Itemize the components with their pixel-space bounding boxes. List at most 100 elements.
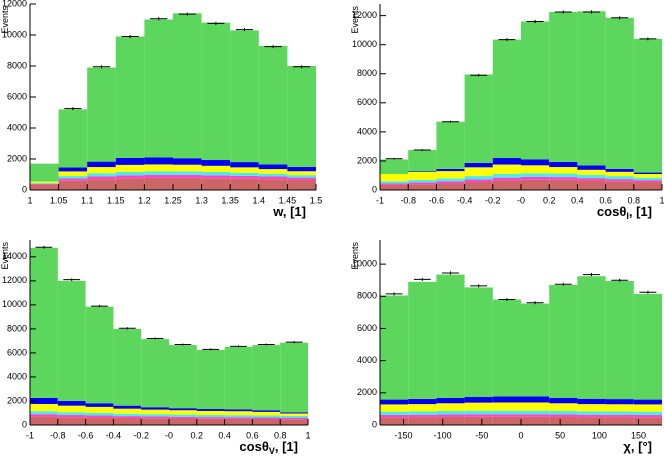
bar-segment bbox=[577, 169, 606, 175]
bar-segment bbox=[201, 172, 231, 176]
bar-segment bbox=[521, 176, 550, 180]
y-tick-label: 0 bbox=[372, 184, 377, 194]
bar-segment bbox=[230, 162, 259, 168]
bar-segment bbox=[436, 178, 465, 182]
bar-segment bbox=[58, 171, 88, 177]
bar-segment bbox=[252, 345, 281, 411]
bar-segment bbox=[196, 417, 225, 419]
bar-segment bbox=[408, 171, 437, 180]
x-axis-title-text: w, [1] bbox=[272, 204, 306, 219]
bar-segment bbox=[201, 175, 231, 179]
bar-segment bbox=[436, 274, 465, 398]
x-tick-label: 1.05 bbox=[50, 195, 68, 205]
bar-segment bbox=[464, 414, 493, 417]
bar-segment bbox=[287, 175, 316, 178]
bar-segment bbox=[224, 411, 253, 416]
bar-segment bbox=[85, 406, 114, 413]
bar-segment bbox=[57, 415, 86, 418]
bar-segment bbox=[436, 416, 465, 425]
x-tick-label: -150 bbox=[394, 430, 412, 440]
bar-segment bbox=[30, 247, 58, 398]
x-tick-label: 50 bbox=[555, 430, 565, 440]
bar-segment bbox=[287, 177, 316, 180]
bar-segment bbox=[380, 399, 409, 405]
bar-segment bbox=[115, 157, 145, 165]
bar-segment bbox=[30, 183, 59, 184]
bar-segment bbox=[85, 306, 114, 404]
bar-segment bbox=[521, 303, 550, 397]
y-tick-label: 10000 bbox=[352, 39, 377, 49]
bar-segment bbox=[58, 180, 88, 190]
bar-segment bbox=[380, 411, 409, 415]
x-axis-title-sub: l bbox=[626, 211, 629, 221]
x-tick-label: 0.4 bbox=[571, 195, 584, 205]
bar-segment bbox=[521, 21, 550, 160]
bar-segment bbox=[380, 184, 409, 190]
bar-segment bbox=[196, 410, 225, 416]
y-tick-label: 10000 bbox=[352, 259, 377, 269]
y-tick-label: 8000 bbox=[7, 60, 27, 70]
bar-segment bbox=[605, 17, 634, 169]
x-tick-label: -100 bbox=[434, 430, 452, 440]
bar-segment bbox=[30, 416, 58, 425]
x-tick-label: 1 bbox=[27, 195, 32, 205]
bar-segment bbox=[464, 176, 493, 180]
x-axis-title-text: cosθ bbox=[597, 204, 626, 219]
bar-segment bbox=[144, 19, 173, 158]
bar-segment bbox=[196, 415, 225, 418]
x-tick-label: -1 bbox=[26, 430, 34, 440]
bar-segment bbox=[549, 11, 578, 162]
bar-segment bbox=[280, 413, 308, 416]
x-tick-label: 100 bbox=[592, 430, 607, 440]
bar-segment bbox=[605, 168, 634, 172]
y-tick-label: 4000 bbox=[7, 122, 27, 132]
x-tick-label: 1.4 bbox=[253, 195, 266, 205]
bar-segment bbox=[605, 171, 634, 177]
bar-segment bbox=[141, 409, 169, 415]
bar-segment bbox=[521, 179, 550, 190]
bar-segment bbox=[492, 414, 521, 417]
x-tick-label: 1.35 bbox=[221, 195, 239, 205]
bar-segment bbox=[605, 176, 634, 180]
bar-segment bbox=[577, 276, 606, 399]
bar-segment bbox=[201, 22, 231, 160]
bar-segment bbox=[549, 167, 578, 174]
bar-segment bbox=[408, 411, 437, 415]
bar-segment bbox=[141, 418, 169, 425]
bar-segment bbox=[436, 397, 465, 404]
bar-segment bbox=[380, 404, 409, 412]
x-axis-title-text: cosθ bbox=[239, 439, 268, 454]
bar-segment bbox=[113, 416, 142, 419]
bar-segment bbox=[492, 299, 521, 397]
bar-segment bbox=[549, 173, 578, 178]
x-tick-label: 0.6 bbox=[599, 195, 612, 205]
bar-segment bbox=[521, 396, 550, 403]
y-tick-label: 2000 bbox=[7, 153, 27, 163]
bar-segment bbox=[58, 178, 88, 181]
bar-segment bbox=[224, 409, 253, 412]
histogram-panel: 0 2000 4000 6000 8000 10000 12000 -1 -0.8 -0.6 -0.… bbox=[350, 4, 664, 221]
bar-segment bbox=[144, 174, 173, 178]
bar-segment bbox=[252, 418, 281, 425]
bar-segment bbox=[169, 408, 197, 411]
bar-segment bbox=[287, 179, 316, 190]
y-tick-label: 6000 bbox=[7, 91, 27, 101]
bar-segment bbox=[173, 171, 202, 175]
bar-segment bbox=[436, 121, 465, 169]
y-tick-label: 6000 bbox=[357, 323, 377, 333]
bar-segment bbox=[492, 158, 521, 165]
bar-segment bbox=[380, 417, 409, 425]
bar-segment bbox=[173, 158, 202, 165]
y-tick-label: 2000 bbox=[7, 395, 27, 405]
bar-segment bbox=[280, 417, 308, 420]
bar-segment bbox=[549, 285, 578, 398]
bar-segment bbox=[230, 167, 259, 173]
bar-segment bbox=[57, 405, 86, 413]
bar-segment bbox=[85, 403, 114, 407]
x-tick-label: 1.15 bbox=[107, 195, 125, 205]
x-tick-label: 0.8 bbox=[628, 195, 641, 205]
bar-segment bbox=[492, 180, 521, 190]
bar-segment bbox=[258, 169, 288, 174]
bar-segment bbox=[30, 181, 59, 184]
bar-segment bbox=[549, 403, 578, 412]
